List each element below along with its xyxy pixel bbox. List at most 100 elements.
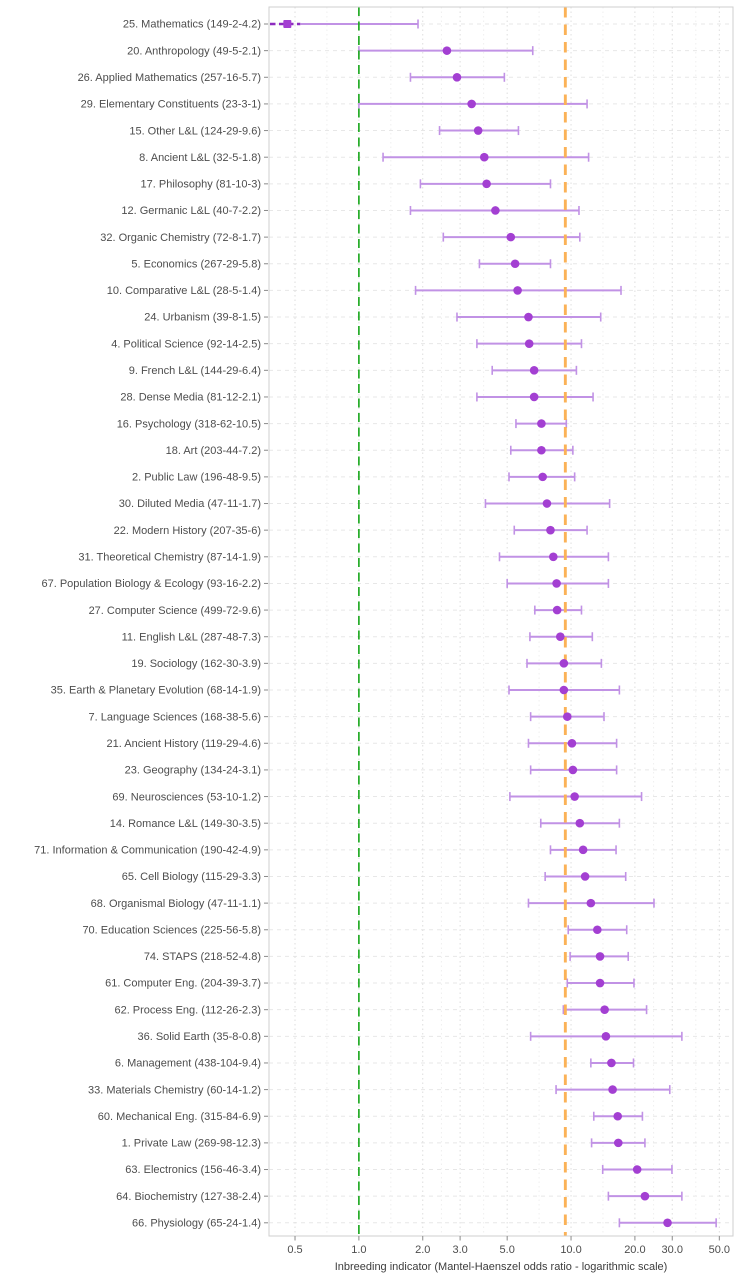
x-tick-label: 3.0 [452,1244,467,1256]
y-category-label: 22. Modern History (207-35-6) [114,525,261,537]
point-estimate-dot [537,419,546,428]
point-estimate-dot [567,738,577,748]
y-category-label: 28. Dense Media (81-12-2.1) [120,392,261,404]
point-estimate-dot [524,312,533,322]
point-estimate-dot [632,1165,642,1174]
y-category-label: 74. STAPS (218-52-4.8) [144,951,261,963]
point-estimate-dot [524,339,534,348]
point-estimate-dot [607,1058,616,1068]
forest-row-ci [270,19,419,29]
y-category-label: 21. Ancient History (119-29-4.6) [107,738,261,750]
point-estimate-dot [586,898,596,908]
point-estimate-dot [663,1218,672,1228]
x-tick-label: 30.0 [662,1244,683,1256]
point-estimate-dot [473,126,483,135]
y-category-label: 4. Political Science (92-14-2.5) [111,338,261,350]
point-estimate-dot [542,499,552,508]
y-category-label: 35. Earth & Planetary Evolution (68-14-1… [51,685,261,697]
y-category-label: 62. Process Eng. (112-26-2.3) [114,1004,261,1016]
point-estimate-dot [537,445,546,455]
point-estimate-dot [479,152,489,162]
y-category-label: 65. Cell Biology (115-29-3.3) [122,871,261,883]
y-category-label: 20. Anthropology (49-5-2.1) [127,45,261,57]
y-category-label: 17. Philosophy (81-10-3) [141,179,261,191]
gridlines [269,7,733,1236]
y-category-label: 2. Public Law (196-48-9.5) [132,472,261,484]
point-estimate-dot [452,72,462,82]
x-tick-label: 10.0 [560,1244,581,1256]
y-category-label: 25. Mathematics (149-2-4.2) [123,19,261,31]
y-category-label: 64. Biochemistry (127-38-2.4) [116,1191,261,1203]
y-category-label: 1. Private Law (269-98-12.3) [122,1138,261,1150]
point-estimate-dot [506,232,516,242]
y-category-label: 6. Management (438-104-9.4) [115,1058,261,1070]
point-estimate-dot [546,525,555,535]
point-estimate-dot [538,472,547,482]
point-estimate-dot [640,1191,650,1201]
y-category-label: 15. Other L&L (124-29-9.6) [129,125,261,137]
y-category-label: 12. Germanic L&L (40-7-2.2) [121,205,261,217]
point-estimate-dot [552,579,561,588]
y-category-label: 18. Art (203-44-7.2) [166,445,261,457]
point-estimate-dot [593,925,602,935]
y-category-label: 71. Information & Communication (190-42-… [34,845,261,857]
x-tick-label: 1.0 [351,1244,366,1256]
point-estimate-square [283,20,292,28]
y-category-label: 14. Romance L&L (149-30-3.5) [110,818,261,830]
y-category-label: 66. Physiology (65-24-1.4) [132,1218,261,1230]
y-category-label: 30. Diluted Media (47-11-1.7) [119,498,261,510]
y-category-label: 16. Psychology (318-62-10.5) [117,418,261,430]
y-category-label: 29. Elementary Constituents (23-3-1) [81,99,261,111]
y-category-label: 61. Computer Eng. (204-39-3.7) [105,978,261,990]
point-estimate-dot [595,952,605,961]
y-category-label: 69. Neurosciences (53-10-1.2) [112,791,261,803]
y-category-label: 63. Electronics (156-46-3.4) [125,1164,261,1176]
y-category-label: 68. Organismal Biology (47-11-1.1) [91,898,261,910]
point-estimate-dot [467,99,476,109]
reference-lines [358,7,567,1236]
y-category-label: 27. Computer Science (499-72-9.6) [89,605,261,617]
y-category-label: 70. Education Sciences (225-56-5.8) [82,924,261,936]
y-category-label: 67. Population Biology & Ecology (93-16-… [41,578,261,590]
y-category-label: 11. English L&L (287-48-7.3) [122,631,261,643]
point-estimate-dot [613,1111,623,1121]
point-estimate-dot [600,1005,609,1014]
point-estimate-dot [613,1138,623,1148]
y-category-label: 36. Solid Earth (35-8-0.8) [137,1031,261,1043]
x-tick-label: 0.5 [287,1244,302,1256]
point-estimate-dot [575,818,585,828]
x-tick-label: 20.0 [624,1244,645,1256]
point-estimate-dot [513,286,522,295]
x-tick-label: 50.0 [709,1244,730,1256]
point-estimate-dot [608,1085,617,1094]
point-estimate-dot [559,659,569,668]
point-estimates [283,20,672,1228]
error-bars [270,19,717,1228]
y-category-label: 24. Urbanism (39-8-1.5) [144,312,261,324]
point-estimate-dot [568,765,578,775]
y-category-label: 33. Materials Chemistry (60-14-1.2) [88,1084,261,1096]
y-category-label: 10. Comparative L&L (28-5-1.4) [107,285,261,297]
x-tick-label: 5.0 [500,1244,515,1256]
point-estimate-dot [552,605,562,615]
y-category-label: 60. Mechanical Eng. (315-84-6.9) [98,1111,261,1123]
point-estimate-dot [491,206,500,215]
y-category-label: 5. Economics (267-29-5.8) [131,258,261,270]
point-estimate-dot [570,792,579,801]
point-estimate-dot [601,1032,611,1041]
point-estimate-dot [578,845,588,855]
y-category-label: 8. Ancient L&L (32-5-1.8) [139,152,261,164]
point-estimate-dot [549,552,558,562]
point-estimate-dot [510,259,520,269]
axes: 25. Mathematics (149-2-4.2) 20. Anthropol… [34,19,730,1256]
point-estimate-dot [562,712,572,721]
point-estimate-dot [559,685,569,695]
panel-border [268,6,734,1237]
point-estimate-dot [595,978,605,988]
point-estimate-dot [529,392,539,402]
point-estimate-dot [555,632,565,642]
y-category-label: 32. Organic Chemistry (72-8-1.7) [100,232,261,244]
point-estimate-dot [442,46,452,55]
